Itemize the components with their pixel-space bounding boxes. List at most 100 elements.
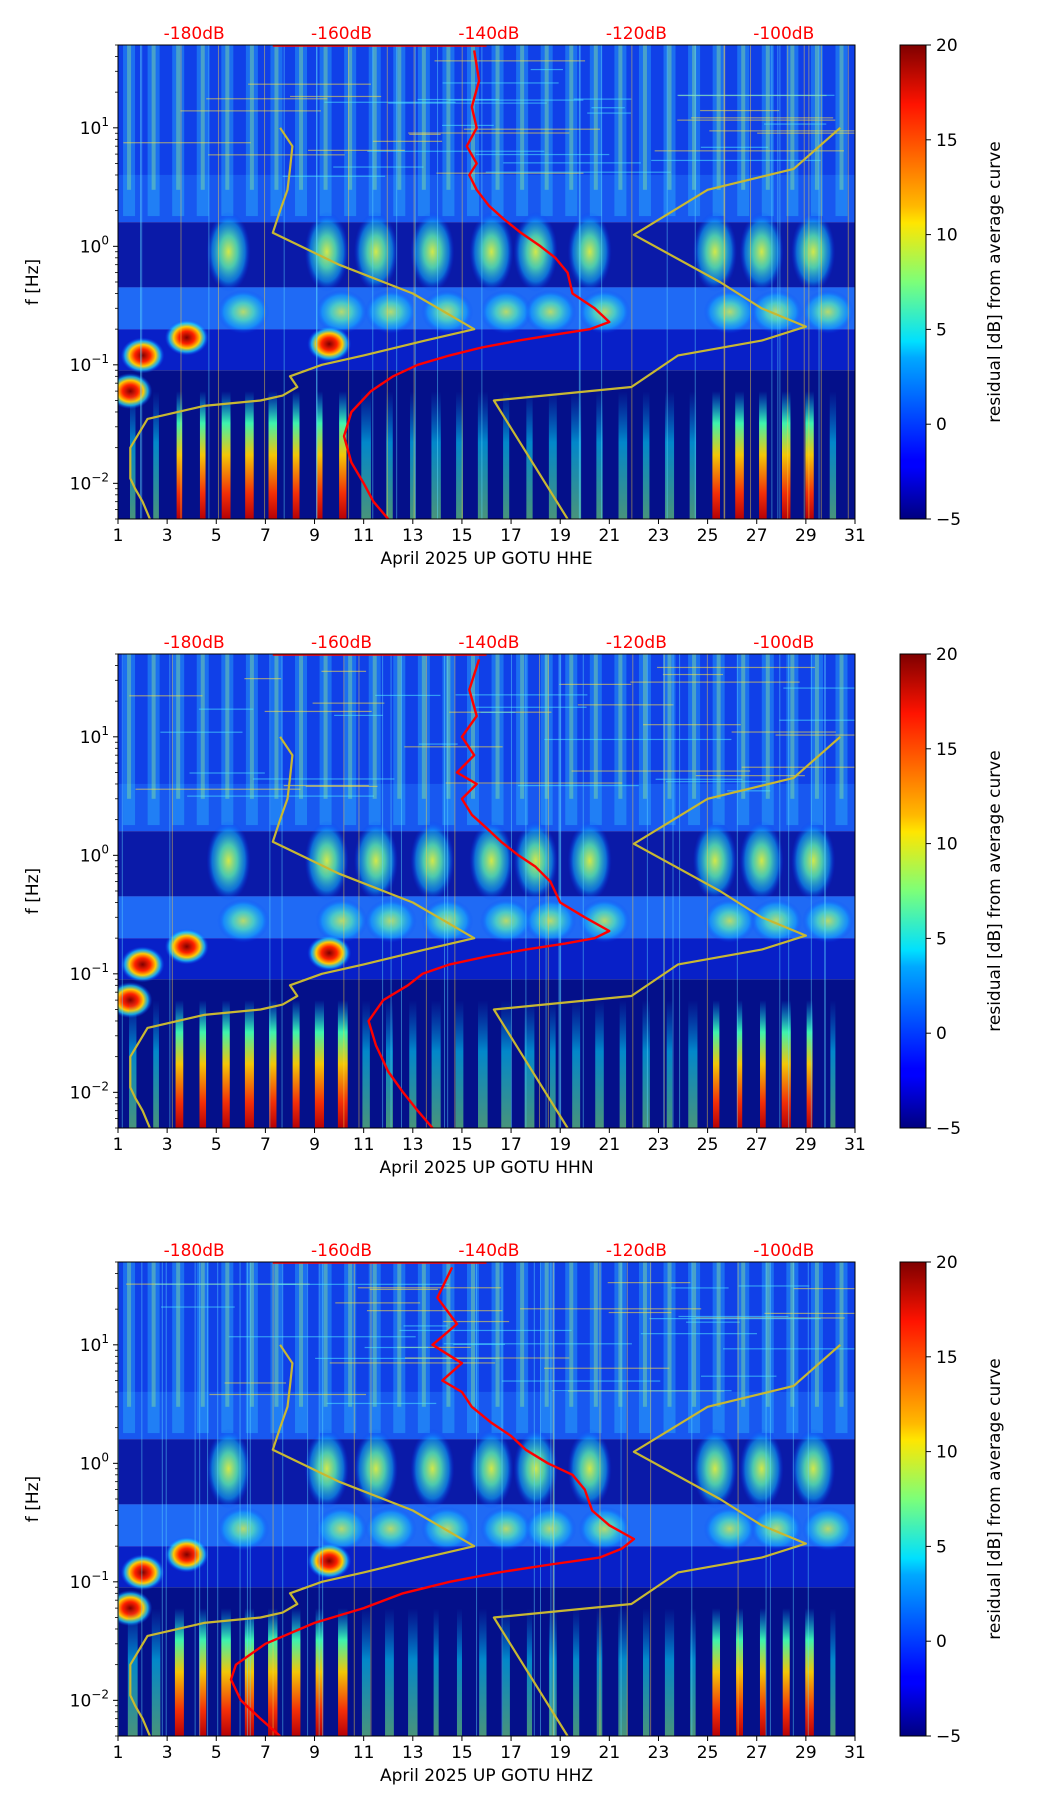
daily-stripe [638,45,651,217]
low-frequency-pulse [269,1000,277,1128]
y-tick-label: 101 [80,1332,109,1356]
noise-streak [573,98,632,100]
microseism-blob [353,820,398,901]
y-axis-label: f [Hz] [23,868,43,914]
low-frequency-pulse [129,1000,137,1128]
noise-streak [282,175,386,177]
microseism-blob [692,1428,737,1509]
microseism-blob [315,898,368,943]
noise-streak [388,102,547,104]
storm-blob [164,928,209,965]
daily-stripe [417,45,430,217]
low-frequency-pulse [712,1608,721,1736]
colorbar-1: −5 0 5 10 15 20 residual [dB] from average cur… [899,36,1005,530]
daily-stripe [344,45,357,217]
daily-stripe [123,1262,136,1434]
microseism-blob [364,1506,417,1551]
daily-stripe [737,1262,750,1434]
noise-streak [160,731,243,733]
noise-streak [375,694,441,697]
low-frequency-pulse [805,391,814,519]
daily-stripe [151,654,156,799]
noise-streak [399,1329,572,1332]
colorbar-tick-label: 0 [936,415,947,435]
daily-stripe [864,654,868,799]
storm-blob [120,1554,165,1591]
noise-streak [677,94,835,96]
low-frequency-pulse [829,391,837,519]
low-frequency-pulse [689,391,697,519]
y-tick-label: 101 [80,115,109,139]
daily-stripe [393,45,406,217]
noise-streak [591,107,625,109]
daily-stripe [790,654,795,799]
microseism-blob [410,211,455,292]
daily-stripe [245,45,258,217]
noise-streak [655,778,743,780]
daily-stripe [446,1262,451,1407]
colorbar-tick-label: 20 [936,645,958,665]
daily-stripe [299,1262,304,1407]
noise-streak [662,673,724,676]
low-frequency-pulse [478,1000,488,1128]
y-axis-label: f [Hz] [23,1476,43,1522]
x-tick-label: 1 [113,1743,124,1763]
low-frequency-pulse [572,1000,581,1128]
microseism-blob [469,1428,514,1509]
y-tick-label: 101 [80,724,109,748]
colorbar-3: −5 0 5 10 15 20 residual [dB] from average cur… [899,1253,1005,1747]
colorbar-tick-label: 0 [936,1632,947,1652]
noise-streak [695,775,805,777]
daily-stripe [372,45,377,190]
x-tick-label: 5 [211,526,222,546]
microseism-blob [567,820,612,901]
x-tick-label: 7 [260,1743,271,1763]
noise-streak [731,731,836,733]
noise-streak [369,1288,438,1291]
microseism-blob [692,211,737,292]
yellow-curve [129,127,476,519]
noise-streak [290,95,382,98]
microseism-blob [364,898,417,943]
daily-stripe [147,654,160,826]
yellow-curve [492,735,842,1128]
daily-stripe [172,45,185,217]
x-tick-label: 29 [795,526,817,546]
low-frequency-pulse [642,391,650,519]
low-frequency-pulse [409,1000,417,1128]
colorbar-tick-label: 10 [936,835,958,855]
low-frequency-pulse [431,1000,441,1128]
daily-stripe [642,654,647,799]
noise-streak [793,1287,855,1290]
noise-streak [135,788,301,790]
storm-blob [120,337,165,374]
microseism-blob [578,289,631,334]
microseism-blob [801,289,854,334]
noise-streak [252,778,395,780]
y-tick-label: 10−1 [70,352,109,376]
noise-streak [463,128,601,130]
noise-streak [700,1375,777,1377]
daily-stripe [860,45,872,216]
noise-streak [517,784,639,787]
daily-stripe [348,1262,353,1407]
low-frequency-pulse [153,1000,159,1128]
daily-stripe [540,1262,553,1434]
colorbar-tick-label: 20 [936,36,958,56]
daily-stripe [786,654,799,826]
db-scale-label: -140dB [458,633,519,653]
daily-stripe [200,654,205,799]
low-frequency-pulse [477,391,488,519]
microseism-blob [578,1506,631,1551]
noise-streak [551,1390,732,1392]
x-tick-label: 13 [402,526,424,546]
low-frequency-pulse [760,1000,766,1128]
x-tick-label: 17 [500,1135,522,1155]
microseism-blob [703,289,756,334]
x-tick-label: 21 [599,526,621,546]
low-frequency-pulse [503,391,510,519]
daily-stripe [319,1262,332,1434]
daily-stripe [864,45,868,190]
low-frequency-pulse [596,391,603,519]
noise-streak [329,1362,496,1364]
